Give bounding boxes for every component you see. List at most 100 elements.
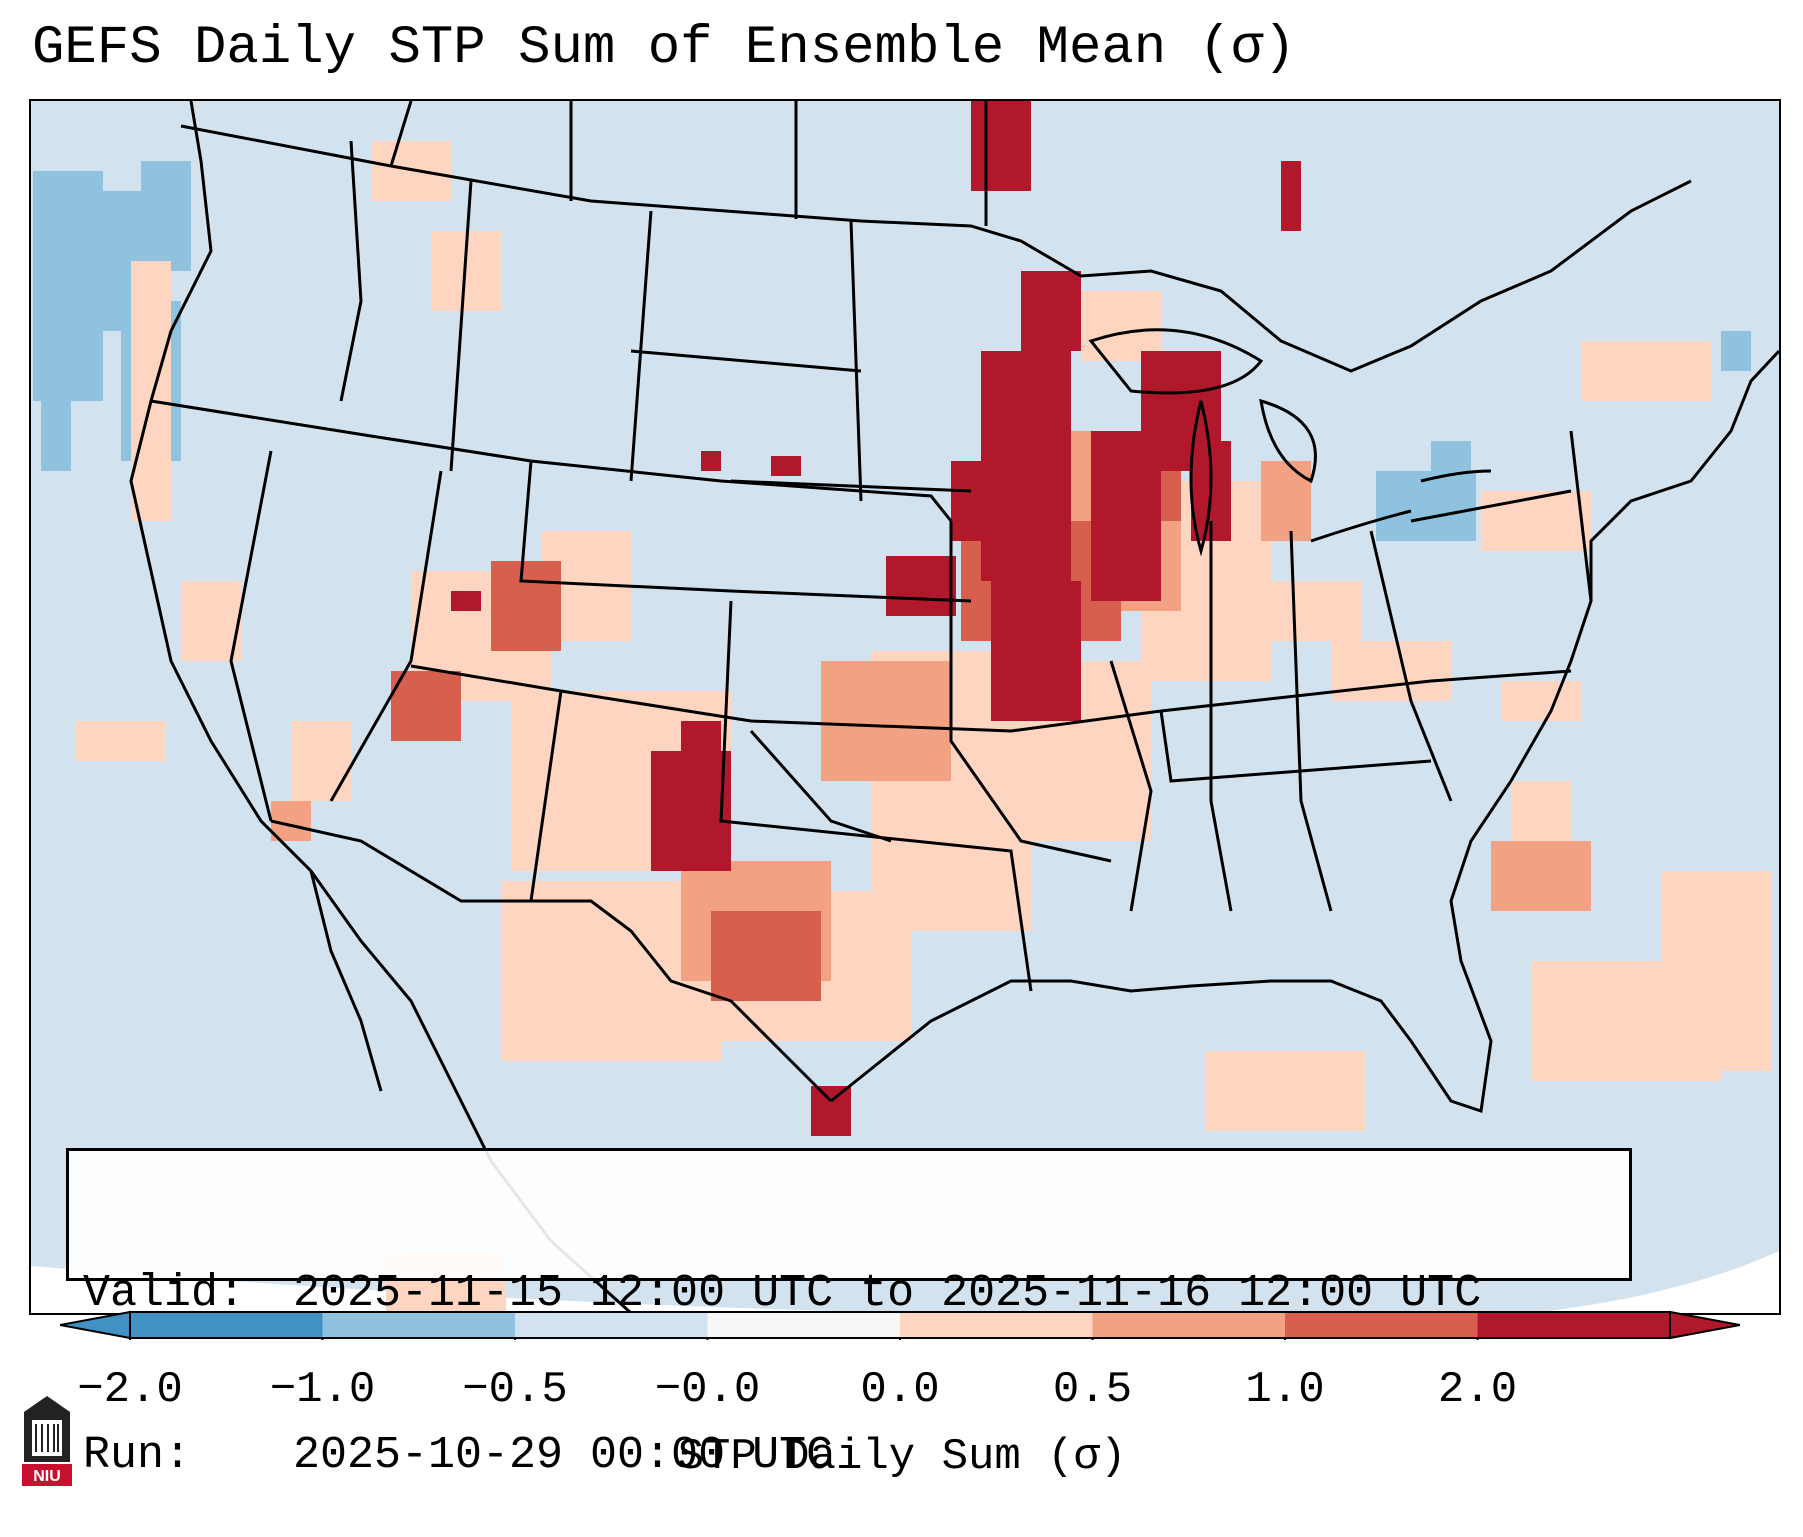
missouri-max-cells: [991, 581, 1081, 721]
utah-strong-cells: [491, 561, 561, 651]
colorbar-segment: [322, 1312, 515, 1338]
kansas-max-cells: [886, 556, 956, 616]
texas-strong-cells: [711, 911, 821, 1001]
niu-logo: NIU: [20, 1392, 74, 1493]
province-line: [389, 101, 413, 167]
state-line: [449, 180, 473, 472]
state-line: [1569, 430, 1593, 602]
valid-row: Valid: 2025-11-15 12:00 UTC to 2025-11-1…: [83, 1267, 1629, 1321]
projection-edge: [31, 1266, 931, 1313]
stp-field-map: [31, 101, 1779, 1313]
colorbar-extend-low: [59, 1310, 131, 1340]
state-line: [949, 521, 1112, 863]
virginia-light-cells: [1331, 641, 1451, 701]
colorbar-segment: [900, 1312, 1093, 1338]
baja-coast: [309, 870, 383, 1092]
quebec-light-cells: [1581, 341, 1711, 401]
colorbar-segment: [515, 1312, 708, 1338]
colorbar-tick-label: 0.5: [1052, 1365, 1133, 1415]
atlantic-light-cells: [1511, 781, 1571, 851]
state-line: [629, 210, 653, 482]
gulf-light-cells: [1206, 1051, 1366, 1131]
gulf-atlantic-coastline: [830, 349, 1779, 1113]
colorbar-tick-label: 2.0: [1437, 1365, 1518, 1415]
run-row: Run: 2025-10-29 00:00 UTC: [83, 1429, 1629, 1483]
california-light-cells: [181, 581, 241, 661]
state-line: [730, 479, 972, 493]
projection-edge: [1531, 1251, 1779, 1313]
colorbar-tick-label: 0.0: [860, 1365, 940, 1415]
atlantic-negative-cells: [1721, 331, 1751, 371]
state-line: [1109, 660, 1153, 912]
state-line: [1369, 530, 1453, 802]
tamaulipas-max-cells: [811, 1086, 851, 1136]
lake-ontario: [1420, 469, 1492, 483]
state-line: [329, 470, 443, 802]
utah-max-cells: [451, 591, 481, 611]
ontario-light-cells: [1081, 291, 1161, 361]
pacific-negative-cells: [141, 161, 191, 271]
arizona-light-cells: [291, 721, 351, 801]
validity-info-box: Valid: 2025-11-15 12:00 UTC to 2025-11-1…: [66, 1148, 1632, 1481]
colorbar-segment: [1285, 1312, 1478, 1338]
colorbar-segment: [707, 1312, 900, 1338]
carolina-offshore-light-cells: [1501, 681, 1581, 721]
run-value: 2025-10-29 00:00 UTC: [293, 1430, 834, 1481]
state-line: [529, 690, 563, 902]
colorbar-segment: [130, 1312, 323, 1338]
colorbar-tick-label: −0.5: [462, 1365, 568, 1415]
svg-text:NIU: NIU: [33, 1468, 61, 1485]
state-line: [630, 349, 862, 373]
wyoming-max-cells: [701, 451, 721, 471]
state-line: [1410, 489, 1572, 523]
minnesota-max-cells: [1021, 271, 1081, 351]
colorbar-segment: [1092, 1312, 1285, 1338]
boundaries: [129, 101, 1779, 1313]
colorbar-tick-label: 1.0: [1245, 1365, 1325, 1415]
valid-value: 2025-11-15 12:00 UTC to 2025-11-16 12:00…: [293, 1268, 1482, 1319]
colorbar-label: STP Daily Sum (σ): [677, 1432, 1127, 1482]
state-line: [849, 220, 863, 502]
colorbar-tick-label: −0.0: [654, 1365, 761, 1415]
baja-offshore-light-cells: [76, 721, 166, 761]
kansas-mid-cells: [821, 661, 951, 781]
arizona-strong-cells: [391, 671, 461, 741]
state-line: [719, 600, 1033, 992]
state-line: [1289, 530, 1333, 912]
colorbar-extend-high: [1669, 1310, 1741, 1340]
west-coast-light-cells: [131, 261, 171, 521]
atlantic-east-light-cells: [1661, 871, 1771, 1071]
negative-anomaly-cells: [33, 161, 1751, 541]
nebraska-max-cells: [771, 456, 801, 476]
lake-huron: [1259, 398, 1317, 484]
us-canada-border: [180, 124, 1692, 373]
kentucky-light-cells: [1271, 581, 1361, 641]
atlantic-mid-cells: [1491, 841, 1591, 911]
lake-erie: [1310, 509, 1412, 543]
atlantic-ne-light-cells: [1481, 491, 1591, 551]
ontario-max-cells: [1281, 161, 1301, 231]
state-line: [229, 450, 273, 822]
iowa-max-cells: [951, 461, 1001, 541]
map-title: GEFS Daily STP Sum of Ensemble Mean (σ): [32, 18, 1296, 79]
state-line: [339, 140, 363, 402]
map-panel[interactable]: [29, 99, 1781, 1315]
state-line: [150, 399, 953, 522]
colorbar: [59, 1310, 1741, 1345]
pacific-negative-cells: [41, 401, 71, 471]
state-line: [1209, 521, 1233, 912]
michigan-mid-cells: [1261, 461, 1311, 541]
lake-michigan: [1189, 400, 1213, 557]
state-line: [1159, 710, 1432, 783]
niu-logo-icon: NIU: [22, 1396, 72, 1486]
colorbar-strip: [59, 1310, 1741, 1340]
run-label: Run:: [83, 1430, 192, 1481]
valid-label: Valid:: [83, 1268, 246, 1319]
new-mexico-max-cells: [681, 721, 721, 781]
colorbar-segment: [1477, 1312, 1670, 1338]
pacific-coastline: [129, 101, 633, 1313]
pennsylvania-negative-cells: [1376, 471, 1476, 541]
state-line: [519, 460, 972, 603]
colorbar-tick-label: −1.0: [269, 1365, 376, 1415]
state-line: [749, 730, 892, 843]
